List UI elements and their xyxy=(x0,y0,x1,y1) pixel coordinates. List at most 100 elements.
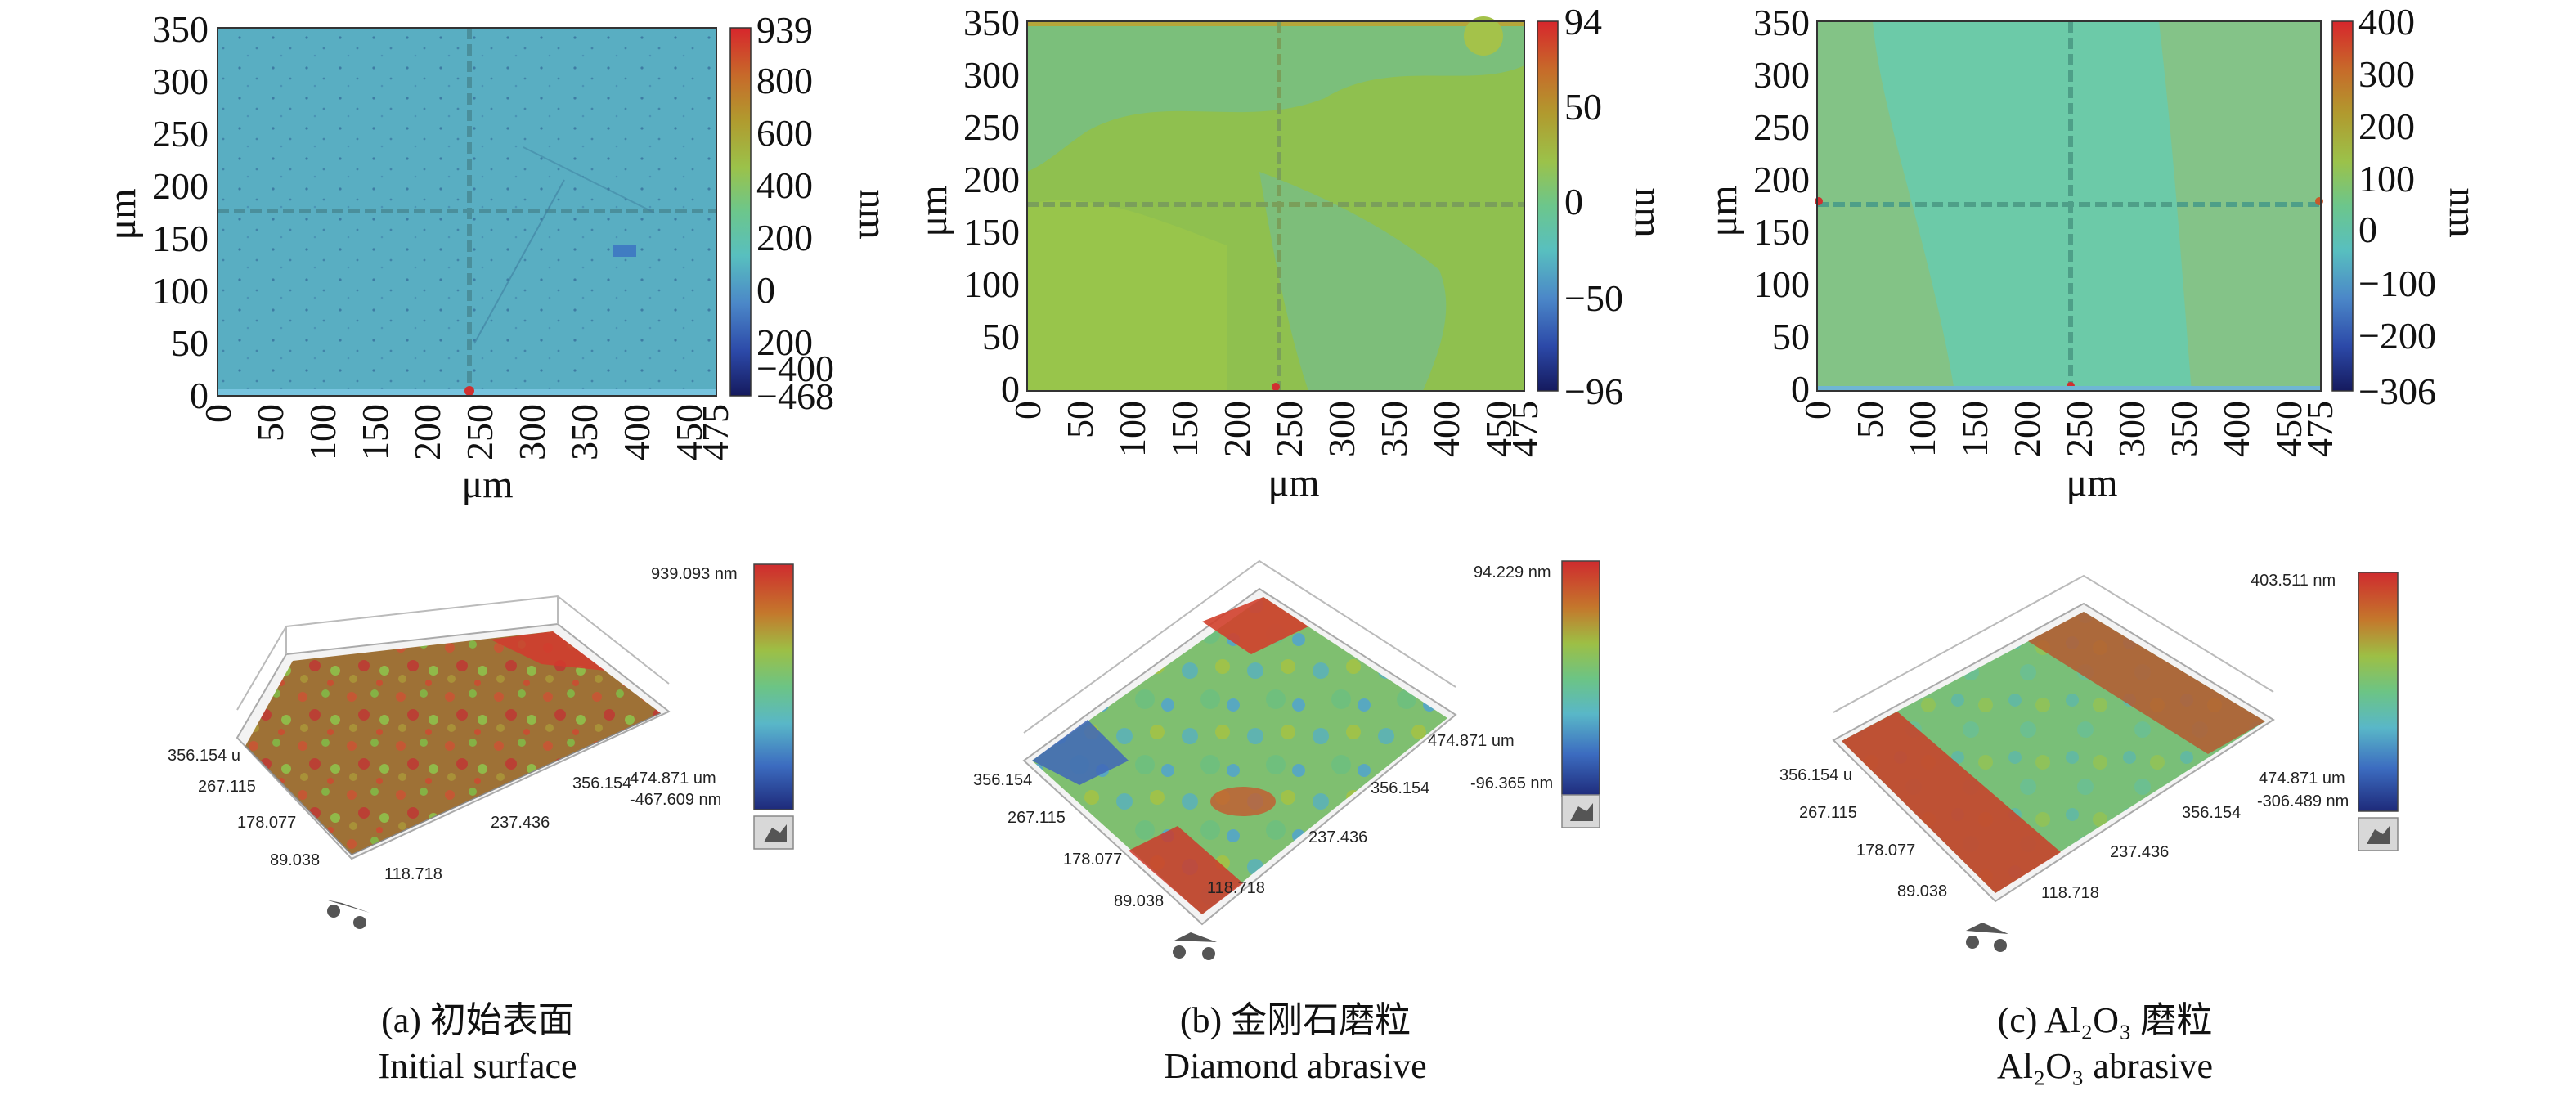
max-label-3d: 939.093 nm xyxy=(651,565,738,583)
colorbar-tick: −200 xyxy=(2358,315,2436,357)
y-axis-label-3d: 356.154 xyxy=(973,771,1032,789)
x-axis-label: μm xyxy=(461,463,513,506)
panel-a: 0 50 100 150 200 250 300 350 μm 0 50 100… xyxy=(101,8,895,1086)
height-map-b: 0 50 100 150 200 250 300 350 μm 0 50 100… xyxy=(912,2,1546,505)
x-tick: 50 xyxy=(1059,401,1101,438)
surface-3d-a: 356.154 u 267.115 178.077 89.038 118.718… xyxy=(168,564,793,929)
colorbar-tick: 939 xyxy=(756,9,813,51)
min-label-3d: -96.365 nm xyxy=(1470,774,1553,792)
x-axis-label-3d: 474.871 um xyxy=(630,770,716,788)
y-tick: 300 xyxy=(152,61,209,102)
colorbar-a: 939 800 600 400 200 0 200 −400 −468 nm xyxy=(730,9,895,417)
x-axis-label-3d: 356.154 xyxy=(572,774,631,792)
y-axis-label: μm xyxy=(912,185,955,236)
colorbar xyxy=(730,28,751,396)
colorbar-tick: −468 xyxy=(756,375,834,417)
colorbar-c: 400 300 200 100 0 −100 −200 −306 nm xyxy=(2332,1,2484,412)
y-tick: 150 xyxy=(152,218,209,259)
x-axis-label-3d: 237.436 xyxy=(1308,828,1367,846)
y-axis-label-3d: 267.115 xyxy=(1799,804,1857,822)
x-tick: 0 xyxy=(1797,401,1838,420)
x-tick: 400 xyxy=(1425,401,1467,457)
y-axis-label-3d: 178.077 xyxy=(1063,851,1122,869)
x-tick: 50 xyxy=(249,404,291,442)
y-tick: 250 xyxy=(963,106,1020,148)
caption-en: Diamond abrasive xyxy=(1164,1046,1426,1086)
colorbar-b: 94 50 0 −50 −96 nm xyxy=(1537,1,1670,412)
caption-en: Al₂O₃ abrasive xyxy=(1997,1046,2213,1086)
x-tick: 475 xyxy=(1504,401,1546,457)
y-axis-label-3d: 178.077 xyxy=(1856,842,1915,860)
y-tick: 50 xyxy=(1772,316,1810,357)
y-tick: 350 xyxy=(963,2,1020,43)
y-tick: 350 xyxy=(1753,2,1810,43)
x-tick: 475 xyxy=(694,404,736,460)
x-axis-label-3d: 118.718 xyxy=(2041,884,2099,902)
y-axis-ticks: 0 50 100 150 200 250 300 350 xyxy=(963,2,1020,410)
x-tick: 250 xyxy=(459,404,500,460)
colorbar-3d xyxy=(2358,572,2398,811)
x-tick: 200 xyxy=(1216,401,1258,457)
caption-zh: (b) 金刚石磨粒 xyxy=(1180,1000,1411,1040)
caption-en: Initial surface xyxy=(378,1046,577,1086)
colorbar-tick: −96 xyxy=(1564,370,1623,412)
y-tick: 100 xyxy=(1753,263,1810,305)
x-tick: 0 xyxy=(1007,401,1048,420)
y-tick: 350 xyxy=(152,8,209,50)
x-axis-label-3d: 356.154 xyxy=(1371,779,1429,797)
colorbar-unit-label: nm xyxy=(1627,187,1670,237)
caption-zh: (c) Al₂O₃ 磨粒 xyxy=(1998,1000,2213,1040)
colorbar-tick: 0 xyxy=(2358,209,2377,250)
x-tick: 50 xyxy=(1849,401,1891,438)
caption-zh: (a) 初始表面 xyxy=(381,1000,574,1040)
x-axis-label-3d: 237.436 xyxy=(2110,843,2169,861)
x-tick: 150 xyxy=(1164,401,1205,457)
y-axis-label-3d: 356.154 u xyxy=(1779,766,1852,784)
colorbar-3d xyxy=(754,564,793,810)
x-tick: 100 xyxy=(302,404,343,460)
y-tick: 150 xyxy=(963,211,1020,253)
x-tick: 200 xyxy=(406,404,448,460)
axis-triad-icon xyxy=(325,900,370,929)
x-tick: 0 xyxy=(197,404,239,423)
height-map-a: 0 50 100 150 200 250 300 350 μm 0 50 100… xyxy=(101,8,736,506)
x-tick: 100 xyxy=(1901,401,1943,457)
colorbar-tick: 200 xyxy=(756,217,813,258)
colorbar-unit-label: nm xyxy=(2441,187,2484,237)
colorbar-tick: 94 xyxy=(1564,1,1602,43)
panel-b: 0 50 100 150 200 250 300 350 μm 0 50 100… xyxy=(912,1,1670,1086)
surface-3d-c: 356.154 u 267.115 178.077 89.038 118.718… xyxy=(1779,572,2398,952)
x-tick: 400 xyxy=(616,404,657,460)
colorbar-tick: 400 xyxy=(756,164,813,206)
min-label-3d: -306.489 nm xyxy=(2257,792,2349,810)
x-axis-label-3d: 474.871 um xyxy=(2259,770,2345,788)
colorbar-tick: 50 xyxy=(1564,86,1602,128)
y-tick: 100 xyxy=(963,263,1020,305)
y-tick: 200 xyxy=(1753,159,1810,200)
max-label-3d: 403.511 nm xyxy=(2251,572,2336,590)
y-axis-label-3d: 267.115 xyxy=(198,778,256,796)
x-tick: 300 xyxy=(1321,401,1362,457)
surface-3d-b: 356.154 267.115 178.077 89.038 118.718 2… xyxy=(973,561,1600,960)
y-tick: 300 xyxy=(963,54,1020,96)
x-axis-ticks: 0 50 100 150 200 250 300 350 400 450 475 xyxy=(197,404,736,460)
y-axis-label-3d: 356.154 u xyxy=(168,747,240,765)
x-axis-label-3d: 237.436 xyxy=(491,814,550,832)
x-axis-label-3d: 118.718 xyxy=(384,865,442,883)
panel-c: 0 50 100 150 200 250 300 350 μm 0 50 100… xyxy=(1702,1,2484,1086)
y-axis-label: μm xyxy=(1702,185,1745,236)
x-tick: 250 xyxy=(1268,401,1310,457)
x-tick: 475 xyxy=(2299,401,2340,457)
y-axis-label-3d: 89.038 xyxy=(1897,882,1947,900)
x-axis-label-3d: 474.871 um xyxy=(1428,732,1515,750)
y-axis-label-3d: 89.038 xyxy=(1114,892,1164,910)
y-axis-label-3d: 267.115 xyxy=(1008,809,1066,827)
y-tick: 150 xyxy=(1753,211,1810,253)
colorbar-tick: −50 xyxy=(1564,277,1623,319)
colorbar-tick: −306 xyxy=(2358,370,2436,412)
colorbar-tick: 400 xyxy=(2358,1,2415,43)
y-tick: 250 xyxy=(152,113,209,155)
max-label-3d: 94.229 nm xyxy=(1474,563,1551,581)
colorbar-tick: 600 xyxy=(756,112,813,154)
y-tick: 250 xyxy=(1753,106,1810,148)
